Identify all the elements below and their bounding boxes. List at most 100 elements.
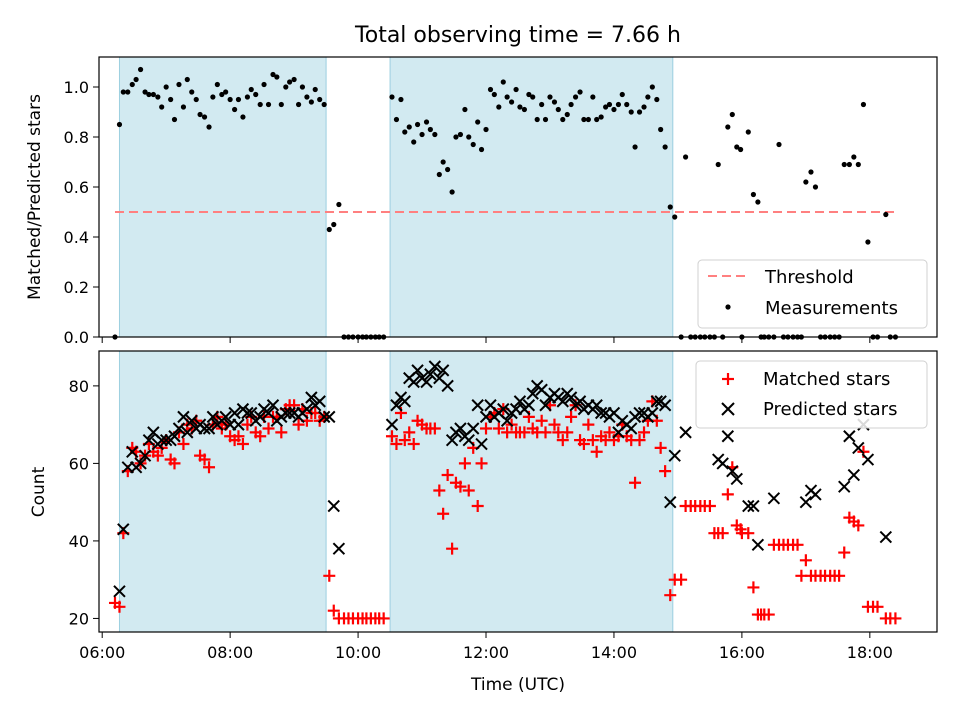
measurement-point — [812, 184, 819, 190]
predicted-star-point — [424, 368, 437, 381]
predicted-stars-series — [113, 360, 893, 598]
matched-star-point — [518, 426, 531, 439]
measurement-point — [611, 106, 617, 113]
predicted-star-point — [198, 422, 211, 435]
predicted-star-point — [411, 364, 424, 377]
predicted-star-point — [206, 410, 220, 424]
predicted-star-point — [407, 375, 420, 389]
measurement-point — [564, 111, 570, 118]
predicted-star-point — [742, 499, 755, 513]
measurement-point — [803, 179, 809, 185]
measurement-point — [628, 109, 634, 115]
predicted-star-point — [177, 410, 190, 424]
measurement-point — [133, 76, 139, 83]
matched-star-point — [398, 434, 411, 447]
predicted-star-point — [398, 395, 411, 408]
matched-star-point — [675, 573, 688, 586]
bottom-y-tick-label: 60 — [69, 454, 89, 473]
matched-star-point — [113, 600, 126, 613]
measurement-point — [649, 84, 655, 90]
measurement-point — [865, 239, 871, 245]
measurement-point — [619, 91, 625, 98]
measurement-point — [851, 154, 857, 160]
predicted-star-point — [134, 457, 147, 470]
matched-star-point — [198, 453, 211, 466]
measurement-point — [411, 139, 417, 145]
measurement-point — [487, 86, 494, 93]
predicted-star-point — [594, 406, 608, 420]
x-tick-label: 14:00 — [591, 643, 637, 662]
figure-title: Total observing time = 7.66 h — [354, 23, 681, 48]
measurement-point — [219, 91, 225, 98]
predicted-star-point — [266, 399, 280, 412]
matched-star-point — [151, 449, 164, 462]
measurement-point — [227, 96, 233, 103]
predicted-star-point — [747, 499, 760, 513]
matched-star-point — [471, 500, 484, 513]
measurement-point — [193, 96, 199, 103]
measurement-point — [240, 114, 246, 120]
matched-star-point — [385, 430, 398, 443]
predicted-star-point — [843, 430, 856, 443]
measurement-point — [568, 101, 574, 108]
predicted-star-point — [283, 406, 296, 420]
measurement-point — [846, 161, 852, 168]
predicted-star-point — [441, 379, 454, 393]
measurement-point — [244, 94, 251, 100]
matched-star-point — [838, 546, 851, 559]
bottom-y-ticks: 20 40 60 80 — [69, 377, 99, 628]
predicted-star-point — [253, 410, 267, 424]
predicted-star-point — [245, 406, 258, 420]
x-tick-label: 16:00 — [719, 643, 765, 662]
measurement-point — [509, 99, 515, 105]
measurement-point — [581, 116, 587, 123]
predicted-star-point — [185, 414, 198, 427]
measurement-point — [278, 101, 284, 108]
measurement-point — [436, 171, 442, 178]
measurement-point — [641, 104, 647, 110]
measurement-point — [483, 126, 489, 133]
measurement-point — [326, 226, 332, 233]
measurement-point — [248, 86, 254, 93]
matched-star-point — [437, 507, 450, 520]
measurement-point — [210, 94, 216, 100]
measurement-point — [598, 114, 604, 120]
measurement-point — [513, 86, 519, 93]
matched-star-point — [556, 434, 569, 447]
measurement-point — [478, 146, 485, 153]
legend-measurements-swatch — [725, 304, 731, 310]
matched-star-point — [390, 438, 403, 451]
matched-star-point — [323, 569, 336, 582]
predicted-star-point — [385, 418, 399, 431]
x-tick-label: 06:00 — [79, 643, 125, 662]
predicted-star-point — [420, 375, 433, 389]
measurement-point — [137, 66, 144, 73]
matched-star-point — [446, 542, 459, 555]
measurement-point — [715, 161, 721, 168]
predicted-star-point — [522, 399, 536, 412]
x-tick-label: 12:00 — [463, 643, 509, 662]
predicted-star-point — [847, 468, 861, 482]
matched-star-point — [454, 480, 467, 493]
top-y-tick-label: 0.4 — [64, 228, 89, 247]
measurement-point — [287, 79, 293, 85]
measurement-point — [572, 94, 579, 100]
measurement-point — [223, 89, 229, 95]
measurement-point — [542, 116, 549, 123]
measurement-point — [594, 116, 600, 123]
predicted-star-point — [767, 492, 781, 505]
predicted-star-point — [556, 395, 569, 408]
top-y-ticks: 0.0 0.2 0.4 0.6 0.8 1.0 — [64, 78, 99, 347]
predicted-star-point — [751, 538, 765, 552]
measurement-point — [683, 154, 689, 160]
measurement-point — [180, 104, 187, 110]
measurement-point — [197, 111, 203, 118]
measurement-point — [299, 84, 306, 90]
predicted-star-point — [625, 422, 638, 435]
measurement-point — [750, 191, 757, 198]
matched-star-point — [590, 445, 603, 458]
measurement-point — [406, 124, 412, 130]
matched-star-point — [586, 434, 599, 447]
legend-threshold-label: Threshold — [764, 267, 854, 288]
measurement-point — [265, 101, 272, 108]
